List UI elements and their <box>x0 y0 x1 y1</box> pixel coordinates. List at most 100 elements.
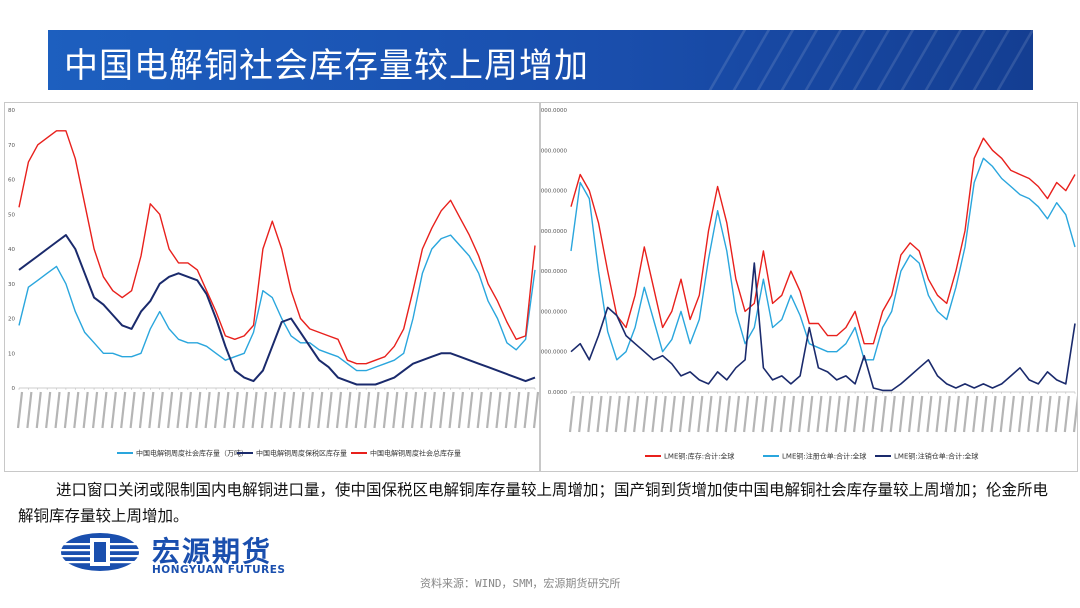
legend-label: LME铜:注销仓单:合计:全球 <box>894 452 978 461</box>
x-tick-label-mark <box>981 395 988 433</box>
x-tick-label-mark <box>523 391 530 429</box>
y-tick-label: 20 <box>8 317 15 323</box>
x-tick-label-mark <box>429 391 436 429</box>
x-tick-label-mark <box>1036 395 1043 433</box>
x-tick-label-mark <box>926 395 933 433</box>
x-tick-label-mark <box>807 395 814 433</box>
y-tick-label: 70 <box>8 143 15 149</box>
x-tick-label-mark <box>157 391 164 429</box>
x-tick-label-mark <box>251 391 258 429</box>
x-tick-label-mark <box>16 391 24 429</box>
x-tick-label-mark <box>733 395 741 433</box>
x-tick-label-mark <box>1027 395 1034 433</box>
x-tick-label-mark <box>1054 395 1061 433</box>
series-line-2 <box>18 130 536 365</box>
x-tick-label-mark <box>761 395 768 433</box>
series-line-1 <box>570 157 1076 361</box>
right-chart-panel: 0.0000 50000.0000 100000.0000 150000.0000 20… <box>540 102 1078 472</box>
x-tick-label-mark <box>354 391 361 429</box>
x-tick-label-mark <box>35 391 42 429</box>
x-tick-label-mark <box>688 395 695 433</box>
y-tick-label: 200000.0000 <box>541 229 567 235</box>
x-tick-label-mark <box>345 391 352 429</box>
x-tick-label-mark <box>476 391 483 429</box>
x-tick-label-mark <box>45 391 52 429</box>
x-tick-label-mark <box>697 395 704 433</box>
x-tick-label-mark <box>167 391 174 429</box>
x-tick-label-mark <box>1072 395 1077 433</box>
x-tick-label-mark <box>678 395 686 433</box>
x-tick-label-mark <box>138 391 146 429</box>
x-tick-label-mark <box>73 391 80 429</box>
y-tick-label: 10 <box>8 351 15 357</box>
x-tick-label-mark <box>917 395 924 433</box>
x-tick-label-mark <box>669 395 676 433</box>
x-tick-label-mark <box>504 391 511 429</box>
y-tick-label: 0 <box>12 386 16 392</box>
x-tick-label-mark <box>495 391 502 429</box>
x-tick-label-mark <box>307 391 314 429</box>
x-tick-label-mark <box>420 391 427 429</box>
x-tick-label-mark <box>724 395 731 433</box>
x-tick-label-mark <box>843 395 851 433</box>
commentary-text: 进口窗口关闭或限制国内电解铜进口量，使中国保税区电解铜库存量较上周增加；国产铜到… <box>18 481 1049 525</box>
x-tick-label-mark <box>82 391 89 429</box>
title-banner <box>48 30 1033 90</box>
x-tick-label-mark <box>26 391 33 429</box>
x-tick-label-mark <box>101 391 108 429</box>
x-tick-label-mark <box>1008 395 1015 433</box>
x-tick-label-mark <box>223 391 230 429</box>
legend-label: 中国电解铜周度保税区库存量 <box>256 449 347 458</box>
series-line-0 <box>570 137 1076 345</box>
x-tick-label-mark <box>279 391 286 429</box>
x-tick-label-mark <box>232 391 239 429</box>
x-tick-label-mark <box>326 391 333 429</box>
x-tick-label-mark <box>953 395 960 433</box>
y-tick-label: 250000.0000 <box>541 189 567 195</box>
x-tick-label-mark <box>871 395 878 433</box>
x-tick-label-mark <box>880 395 887 433</box>
x-tick-label-mark <box>907 395 915 433</box>
x-tick-label-mark <box>972 395 979 433</box>
x-tick-label-mark <box>317 391 324 429</box>
x-tick-label-mark <box>1017 395 1025 433</box>
x-tick-label-mark <box>834 395 841 433</box>
y-tick-label: 350000.0000 <box>541 108 567 114</box>
x-tick-label-mark <box>110 391 117 429</box>
right-line-chart: 0.0000 50000.0000 100000.0000 150000.0000 20… <box>541 108 1077 461</box>
x-tick-label-mark <box>54 391 61 429</box>
x-tick-label-mark <box>990 395 997 433</box>
x-tick-label-mark <box>660 395 667 433</box>
left-line-chart: 0 10 20 30 40 50 60 70 80 中国电解铜周度社会库存量（万吨） 中国电解铜周度… <box>8 108 539 458</box>
x-tick-label-mark <box>514 391 521 429</box>
x-tick-label-mark <box>213 391 221 429</box>
x-tick-label-mark <box>1063 395 1070 433</box>
x-tick-label-mark <box>457 391 465 429</box>
logo-icon <box>60 533 140 571</box>
x-tick-label-mark <box>532 391 539 429</box>
x-tick-label-mark <box>797 395 805 433</box>
x-tick-label-mark <box>467 391 474 429</box>
y-tick-label: 50000.0000 <box>541 350 567 356</box>
x-tick-label-mark <box>944 395 951 433</box>
x-tick-label-mark <box>935 395 942 433</box>
x-tick-label-mark <box>242 391 249 429</box>
legend-label: LME铜:库存:合计:全球 <box>664 452 734 461</box>
x-tick-label-mark <box>195 391 202 429</box>
x-tick-label-mark <box>185 391 192 429</box>
x-tick-label-mark <box>373 391 380 429</box>
x-tick-label-mark <box>485 391 493 429</box>
x-tick-label-mark <box>148 391 155 429</box>
x-tick-label-mark <box>770 395 777 433</box>
x-tick-label-mark <box>298 391 305 429</box>
x-tick-label-mark <box>439 391 446 429</box>
x-tick-label-mark <box>129 391 136 429</box>
x-tick-label-mark <box>825 395 832 433</box>
x-tick-label-mark <box>962 395 970 433</box>
legend-label: 中国电解铜周度社会库存量（万吨） <box>136 449 248 458</box>
x-tick-label-mark <box>898 395 905 433</box>
y-tick-label: 50 <box>8 212 15 218</box>
x-tick-label-mark <box>706 395 713 433</box>
x-tick-label-mark <box>1045 395 1052 433</box>
x-tick-label-mark <box>270 391 277 429</box>
